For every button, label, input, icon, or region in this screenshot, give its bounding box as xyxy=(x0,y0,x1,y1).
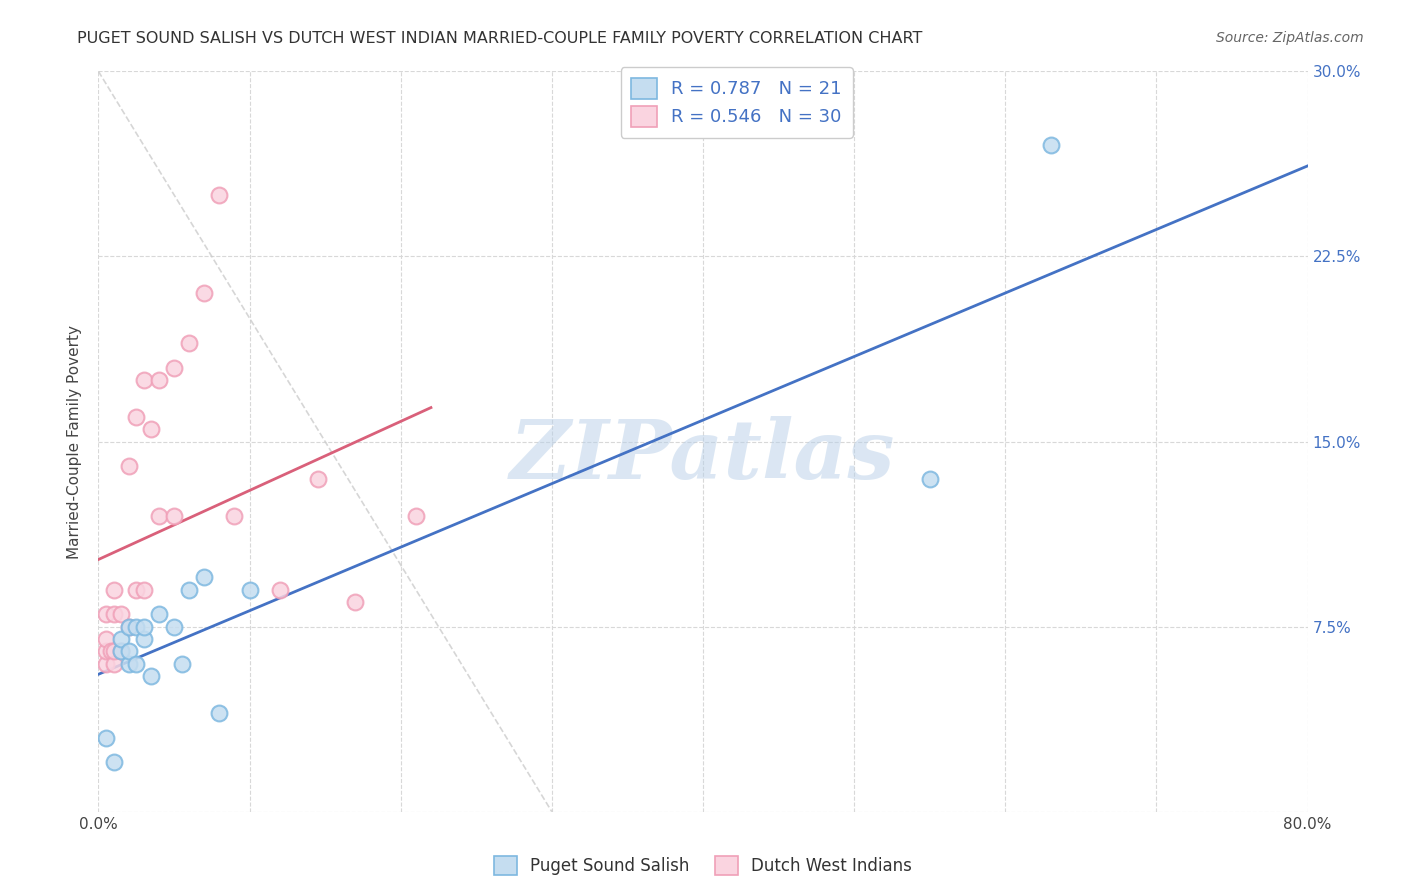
Point xyxy=(103,582,125,597)
Point xyxy=(94,657,117,671)
Point xyxy=(110,644,132,658)
Point xyxy=(94,731,117,745)
Point xyxy=(170,657,193,671)
Text: ZIPatlas: ZIPatlas xyxy=(510,417,896,496)
Point xyxy=(103,607,125,622)
Y-axis label: Married-Couple Family Poverty: Married-Couple Family Poverty xyxy=(67,325,83,558)
Point xyxy=(141,422,163,436)
Point xyxy=(918,471,941,485)
Text: Source: ZipAtlas.com: Source: ZipAtlas.com xyxy=(1216,31,1364,45)
Legend: Puget Sound Salish, Dutch West Indians: Puget Sound Salish, Dutch West Indians xyxy=(485,847,921,884)
Point xyxy=(148,607,170,622)
Point xyxy=(344,595,367,609)
Point xyxy=(118,657,141,671)
Point xyxy=(94,644,117,658)
Point xyxy=(148,373,170,387)
Point xyxy=(179,335,201,350)
Point xyxy=(100,644,122,658)
Point xyxy=(307,471,329,485)
Point xyxy=(132,619,155,633)
Point xyxy=(103,657,125,671)
Point xyxy=(224,508,246,523)
Point xyxy=(125,582,148,597)
Point xyxy=(193,286,215,301)
Point xyxy=(141,669,163,683)
Point xyxy=(110,632,132,646)
Point xyxy=(179,582,201,597)
Point xyxy=(125,409,148,424)
Point xyxy=(125,619,148,633)
Point xyxy=(103,756,125,770)
Point xyxy=(269,582,291,597)
Point xyxy=(103,644,125,658)
Point xyxy=(163,360,186,375)
Point xyxy=(1039,138,1062,153)
Point xyxy=(125,657,148,671)
Point xyxy=(110,607,132,622)
Point xyxy=(239,582,262,597)
Point xyxy=(118,619,141,633)
Point xyxy=(94,607,117,622)
Point xyxy=(94,632,117,646)
Point xyxy=(110,644,132,658)
Point xyxy=(132,373,155,387)
Point xyxy=(132,582,155,597)
Point xyxy=(163,619,186,633)
Point xyxy=(148,508,170,523)
Point xyxy=(208,706,231,720)
Point xyxy=(118,619,141,633)
Point xyxy=(118,644,141,658)
Point xyxy=(163,508,186,523)
Point xyxy=(193,570,215,584)
Point xyxy=(405,508,427,523)
Point xyxy=(132,632,155,646)
Point xyxy=(208,187,231,202)
Text: PUGET SOUND SALISH VS DUTCH WEST INDIAN MARRIED-COUPLE FAMILY POVERTY CORRELATIO: PUGET SOUND SALISH VS DUTCH WEST INDIAN … xyxy=(77,31,922,46)
Point xyxy=(118,459,141,474)
